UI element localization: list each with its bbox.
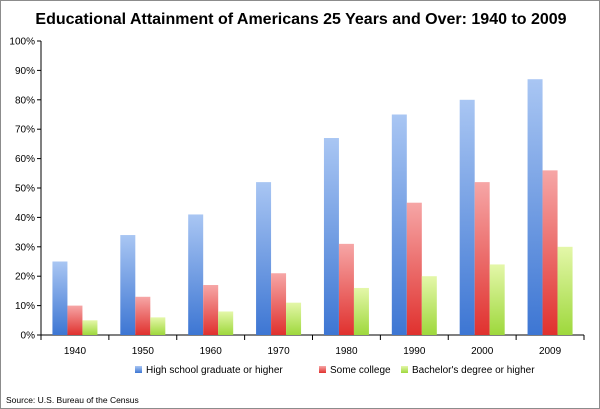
y-tick-label: 50% xyxy=(15,184,35,195)
bar xyxy=(256,182,272,335)
bar xyxy=(52,261,68,335)
legend-swatch xyxy=(135,366,142,373)
bar xyxy=(203,285,219,335)
x-tick-label: 1950 xyxy=(132,346,155,357)
chart-title: Educational Attainment of Americans 25 Y… xyxy=(35,11,566,28)
x-tick-label: 1990 xyxy=(403,346,426,357)
bar xyxy=(459,99,475,335)
y-tick-label: 40% xyxy=(15,213,35,224)
bar xyxy=(120,235,136,335)
legend-swatch xyxy=(319,366,326,373)
legend-swatch xyxy=(401,366,408,373)
bar xyxy=(218,311,234,335)
bar xyxy=(527,79,543,335)
bar xyxy=(338,243,354,335)
bar xyxy=(421,276,437,335)
y-tick-label: 0% xyxy=(21,331,36,342)
bar xyxy=(271,273,287,335)
bar xyxy=(135,296,151,335)
x-tick-label: 2009 xyxy=(539,346,562,357)
legend-label: Some college xyxy=(330,365,391,376)
x-tick-label: 1960 xyxy=(200,346,223,357)
x-tick-label: 1970 xyxy=(267,346,290,357)
bar xyxy=(188,214,204,335)
x-tick-label: 1940 xyxy=(64,346,87,357)
bar xyxy=(67,305,83,335)
y-tick-label: 20% xyxy=(15,272,35,283)
bar xyxy=(323,138,339,335)
bar xyxy=(489,264,505,335)
x-tick-label: 2000 xyxy=(471,346,494,357)
y-tick-label: 100% xyxy=(9,37,35,48)
bar xyxy=(542,170,558,335)
bar xyxy=(557,246,573,335)
legend: High school graduate or higher Some colle… xyxy=(135,365,535,376)
x-tick-label: 1980 xyxy=(335,346,358,357)
y-tick-label: 10% xyxy=(15,301,35,312)
x-axis: 1940 1950 1960 1970 1980 1990 2000 2009 xyxy=(40,334,585,357)
bar xyxy=(150,317,166,335)
bar xyxy=(353,287,369,335)
bar xyxy=(406,202,422,335)
legend-label: High school graduate or higher xyxy=(146,365,283,376)
bar xyxy=(82,320,98,335)
legend-label: Bachelor's degree or higher xyxy=(412,365,535,376)
y-tick-label: 70% xyxy=(15,125,35,136)
y-tick-label: 80% xyxy=(15,95,35,106)
source-note: Source: U.S. Bureau of the Census xyxy=(6,395,139,405)
y-tick-label: 30% xyxy=(15,242,35,253)
y-tick-label: 90% xyxy=(15,66,35,77)
y-axis: 0% 10% 20% 30% 40% 50% 60% 70% 80% 90% 100% xyxy=(9,37,42,342)
bar xyxy=(474,182,490,335)
bar xyxy=(391,114,407,335)
bars xyxy=(52,79,573,335)
bar xyxy=(286,302,302,335)
y-tick-label: 60% xyxy=(15,154,35,165)
